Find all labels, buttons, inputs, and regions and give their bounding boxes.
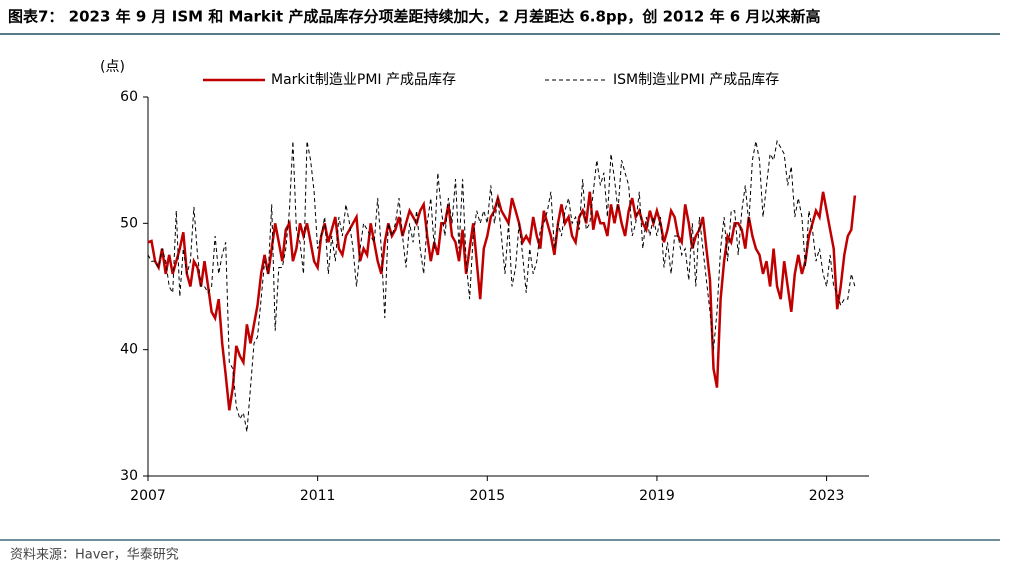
legend-label: Markit制造业PMI 产成品库存 xyxy=(271,72,456,88)
series-line xyxy=(147,139,856,432)
x-tick-label: 2011 xyxy=(300,488,336,504)
source: 资料来源：Haver，华泰研究 xyxy=(10,548,179,563)
y-tick-label: 40 xyxy=(120,342,138,358)
legend-label: ISM制造业PMI 产成品库存 xyxy=(613,72,779,88)
x-tick-label: 2019 xyxy=(639,488,675,504)
y-tick-label: 60 xyxy=(120,89,138,105)
x-tick-label: 2023 xyxy=(809,488,845,504)
y-tick-label: 30 xyxy=(120,468,138,484)
x-tick-label: 2015 xyxy=(469,488,505,504)
y-unit: (点) xyxy=(100,59,125,75)
series-line xyxy=(147,191,857,411)
y-tick-label: 50 xyxy=(120,215,138,231)
x-tick-label: 2007 xyxy=(130,488,166,504)
chart-title: 图表7： 2023 年 9 月 ISM 和 Markit 产成品库存分项差距持续… xyxy=(8,8,820,26)
